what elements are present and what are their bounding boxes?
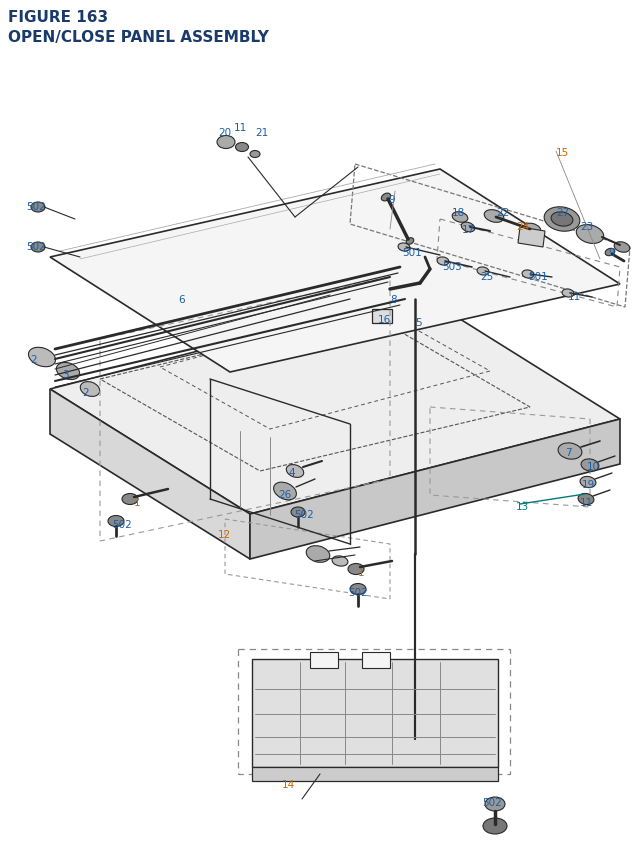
Ellipse shape xyxy=(29,348,56,368)
Ellipse shape xyxy=(485,797,505,811)
Ellipse shape xyxy=(406,238,414,245)
Bar xyxy=(310,653,338,668)
Text: 502: 502 xyxy=(482,797,502,807)
Ellipse shape xyxy=(274,483,296,500)
Text: 25: 25 xyxy=(480,272,493,282)
Ellipse shape xyxy=(217,136,235,149)
Ellipse shape xyxy=(108,516,124,527)
Text: 502: 502 xyxy=(348,587,368,598)
Text: 19: 19 xyxy=(582,480,595,489)
Polygon shape xyxy=(50,294,620,514)
Text: 9: 9 xyxy=(388,195,395,205)
Ellipse shape xyxy=(562,289,574,298)
Text: 22: 22 xyxy=(496,208,509,218)
Text: 23: 23 xyxy=(580,222,593,232)
Polygon shape xyxy=(252,660,498,767)
Text: 27: 27 xyxy=(556,208,569,218)
Text: 6: 6 xyxy=(178,294,184,305)
Text: 4: 4 xyxy=(288,468,294,478)
Polygon shape xyxy=(252,767,498,781)
Ellipse shape xyxy=(236,143,248,152)
Text: 14: 14 xyxy=(282,779,295,789)
Polygon shape xyxy=(50,170,620,373)
Text: 12: 12 xyxy=(218,530,231,539)
Text: 9: 9 xyxy=(608,248,614,257)
Text: FIGURE 163: FIGURE 163 xyxy=(8,10,108,25)
Ellipse shape xyxy=(614,243,630,253)
Text: 20: 20 xyxy=(218,127,231,138)
Text: 1: 1 xyxy=(134,498,141,507)
Ellipse shape xyxy=(544,208,580,232)
Bar xyxy=(362,653,390,668)
Text: 11: 11 xyxy=(234,123,247,133)
Text: 21: 21 xyxy=(255,127,268,138)
Text: 1: 1 xyxy=(358,567,365,578)
Ellipse shape xyxy=(551,213,573,227)
Text: 26: 26 xyxy=(278,489,291,499)
Text: 8: 8 xyxy=(390,294,397,305)
Ellipse shape xyxy=(483,818,507,834)
Ellipse shape xyxy=(581,460,599,472)
Ellipse shape xyxy=(477,268,489,276)
Ellipse shape xyxy=(31,202,45,213)
Ellipse shape xyxy=(578,494,594,505)
Ellipse shape xyxy=(605,249,615,257)
Text: 502: 502 xyxy=(26,201,45,212)
Ellipse shape xyxy=(286,465,304,478)
Text: 2: 2 xyxy=(82,387,88,398)
Text: 501: 501 xyxy=(528,272,548,282)
Text: 17: 17 xyxy=(462,225,476,235)
Ellipse shape xyxy=(558,443,582,460)
Ellipse shape xyxy=(31,243,45,253)
Text: 502: 502 xyxy=(112,519,132,530)
Text: 3: 3 xyxy=(62,369,68,380)
Polygon shape xyxy=(518,228,545,248)
Text: 502: 502 xyxy=(294,510,314,519)
Ellipse shape xyxy=(461,223,475,232)
Ellipse shape xyxy=(122,494,138,505)
Text: 502: 502 xyxy=(26,242,45,251)
Text: 10: 10 xyxy=(587,461,600,472)
Text: 7: 7 xyxy=(565,448,572,457)
Text: 11: 11 xyxy=(580,498,593,507)
Bar xyxy=(372,310,392,324)
Ellipse shape xyxy=(452,213,468,223)
Ellipse shape xyxy=(350,584,366,595)
Ellipse shape xyxy=(523,224,541,236)
Ellipse shape xyxy=(80,382,100,397)
Text: 16: 16 xyxy=(378,314,391,325)
Ellipse shape xyxy=(398,244,410,251)
Ellipse shape xyxy=(522,270,534,279)
Ellipse shape xyxy=(306,546,330,563)
Ellipse shape xyxy=(576,226,604,245)
Ellipse shape xyxy=(580,477,596,488)
Text: 13: 13 xyxy=(516,501,529,511)
Text: OPEN/CLOSE PANEL ASSEMBLY: OPEN/CLOSE PANEL ASSEMBLY xyxy=(8,30,269,45)
Text: 5: 5 xyxy=(415,318,422,328)
Ellipse shape xyxy=(348,564,364,575)
Text: 18: 18 xyxy=(452,208,465,218)
Polygon shape xyxy=(250,419,620,560)
Ellipse shape xyxy=(56,363,79,380)
Ellipse shape xyxy=(437,257,449,266)
Text: 2: 2 xyxy=(30,355,36,364)
Text: 15: 15 xyxy=(556,148,569,158)
Text: 11: 11 xyxy=(568,292,581,301)
Ellipse shape xyxy=(250,152,260,158)
Text: 501: 501 xyxy=(402,248,422,257)
Text: 503: 503 xyxy=(442,262,461,272)
Ellipse shape xyxy=(332,556,348,567)
Ellipse shape xyxy=(291,507,305,517)
Text: 24: 24 xyxy=(516,222,529,232)
Ellipse shape xyxy=(484,210,504,223)
Polygon shape xyxy=(50,389,250,560)
Ellipse shape xyxy=(381,194,390,201)
